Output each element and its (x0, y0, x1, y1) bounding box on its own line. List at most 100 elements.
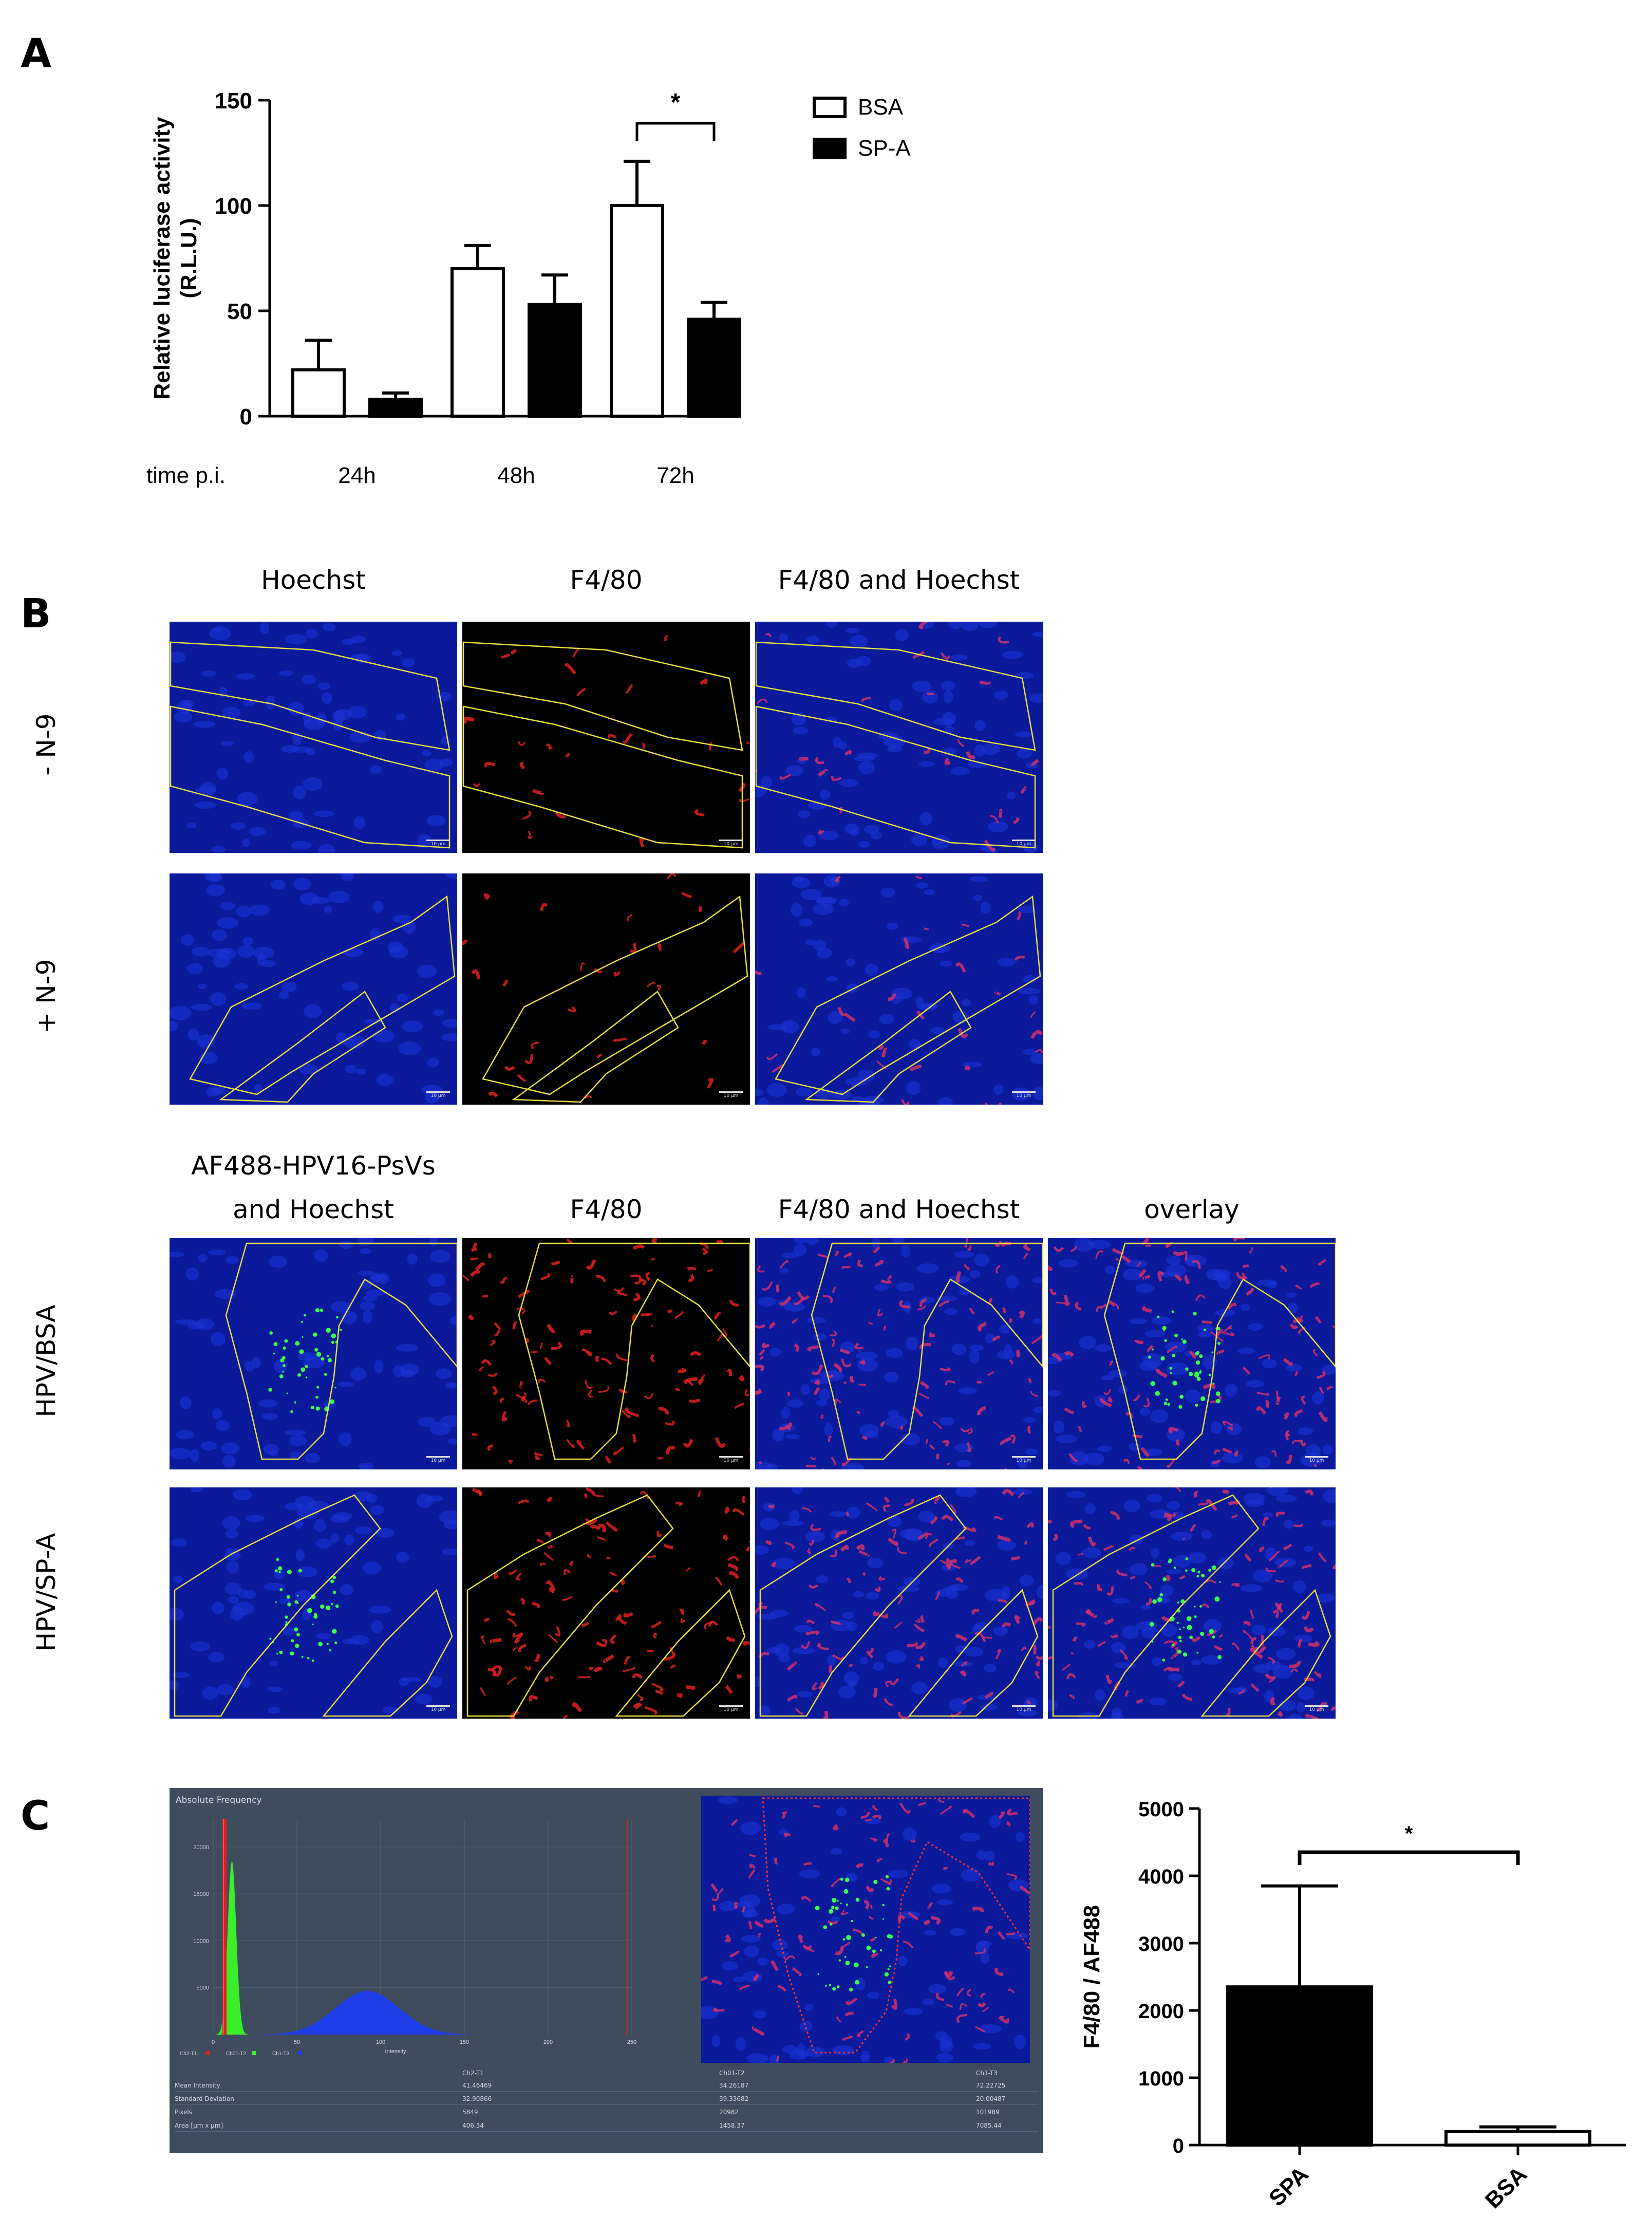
f480-signal (901, 1099, 910, 1105)
f480-signal (1300, 1440, 1307, 1447)
f480-signal (675, 1502, 683, 1506)
f480-signal (943, 1970, 953, 1978)
f480-signal (624, 1656, 631, 1665)
psv-signal (275, 1601, 277, 1604)
nucleus (216, 768, 229, 780)
nucleus (447, 1438, 457, 1444)
nucleus (772, 1428, 785, 1442)
f480-signal (1081, 1401, 1087, 1408)
nucleus (1029, 1053, 1043, 1064)
f480-signal (800, 1641, 811, 1649)
f480-signal (621, 1579, 626, 1586)
f480-signal (999, 1103, 1002, 1105)
psv-signal (1185, 1367, 1189, 1371)
f480-signal (762, 1342, 770, 1348)
psv-signal (273, 1342, 278, 1346)
f480-signal (943, 1866, 949, 1870)
nucleus (263, 1582, 285, 1591)
f480-signal (593, 968, 603, 974)
nucleus (315, 1538, 333, 1549)
nucleus (981, 743, 1000, 755)
f480-signal (737, 1674, 742, 1679)
f480-signal (546, 743, 553, 750)
f480-signal (1144, 1581, 1152, 1589)
f480-signal (743, 1641, 750, 1647)
nucleus (403, 920, 416, 934)
f480-signal (566, 1420, 571, 1427)
nucleus (1150, 1548, 1160, 1558)
f480-signal (918, 1532, 929, 1540)
nucleus (1056, 1434, 1077, 1444)
nucleus (819, 789, 831, 800)
f480-signal (876, 1857, 883, 1863)
psv-signal (1196, 1651, 1199, 1654)
psv-signal (331, 1603, 333, 1605)
nucleus (347, 706, 367, 719)
nucleus (211, 1332, 226, 1347)
f480-signal (1177, 1681, 1185, 1688)
f480-signal (1224, 1332, 1235, 1336)
f480-signal (830, 1620, 841, 1625)
f480-signal (827, 1920, 838, 1925)
nucleus (230, 1607, 245, 1621)
psv-signal (315, 1395, 318, 1399)
f480-signal (1095, 1250, 1104, 1259)
f480-signal (650, 1258, 655, 1261)
nucleus (1144, 1330, 1166, 1337)
nucleus (198, 1254, 208, 1262)
f480-signal (520, 1392, 527, 1402)
f480-signal (576, 687, 586, 696)
psv-signal (276, 1558, 279, 1561)
nucleus (353, 816, 365, 829)
nucleus (1032, 1087, 1043, 1101)
nucleus (1015, 672, 1034, 679)
a-x-category-label: 48h (497, 463, 535, 488)
f480-signal (1212, 1459, 1221, 1464)
psv-signal (1211, 1351, 1214, 1354)
nucleus (195, 801, 216, 809)
f480-signal (651, 1683, 664, 1691)
nucleus (791, 903, 803, 917)
nucleus (1252, 1570, 1272, 1582)
micrograph-minus-n9-hoechst: 10 µm (170, 622, 457, 853)
psv-signal (832, 1897, 837, 1903)
f480-signal (798, 1934, 804, 1943)
nucleus (435, 1368, 452, 1379)
f480-signal (880, 1421, 886, 1427)
nucleus (253, 946, 274, 959)
nucleus (722, 1961, 738, 1971)
f480-signal (965, 1559, 971, 1563)
nucleus (735, 2037, 746, 2051)
f480-signal (865, 1818, 872, 1821)
nucleus (950, 767, 970, 775)
psv-signal (1165, 1398, 1168, 1401)
nucleus (176, 1430, 195, 1440)
f480-signal (634, 1703, 643, 1710)
f480-signal (909, 1064, 922, 1072)
stat-table-header: Ch2-T1 Ch01-T2 Ch1-T3 (175, 2068, 1038, 2079)
nucleus (733, 1977, 745, 1982)
f480-signal (1289, 1661, 1301, 1668)
nucleus (254, 1084, 263, 1093)
psv-signal (296, 1602, 299, 1604)
nucleus (442, 1033, 457, 1041)
f480-signal (1109, 1300, 1115, 1307)
f480-signal (490, 1340, 496, 1347)
f480-signal (1251, 1644, 1259, 1650)
f480-signal (651, 1620, 662, 1629)
nucleus (903, 2007, 923, 2016)
stat-table-cell: 34.26187 (719, 2082, 749, 2089)
nucleus (1101, 1375, 1115, 1381)
f480-signal (581, 1348, 591, 1356)
psv-signal (326, 1355, 329, 1357)
b-row-plus-n9: + N-9 (31, 959, 61, 1034)
psv-signal (1167, 1403, 1170, 1406)
f480-signal (537, 1378, 546, 1383)
c-y-tick-label: 3000 (1138, 1933, 1184, 1955)
nucleus (950, 654, 968, 661)
psv-signal (1162, 1577, 1167, 1581)
nucleus (407, 1253, 418, 1265)
f480-signal (772, 1064, 784, 1073)
nucleus (1055, 1552, 1072, 1566)
nucleus (1032, 631, 1043, 637)
